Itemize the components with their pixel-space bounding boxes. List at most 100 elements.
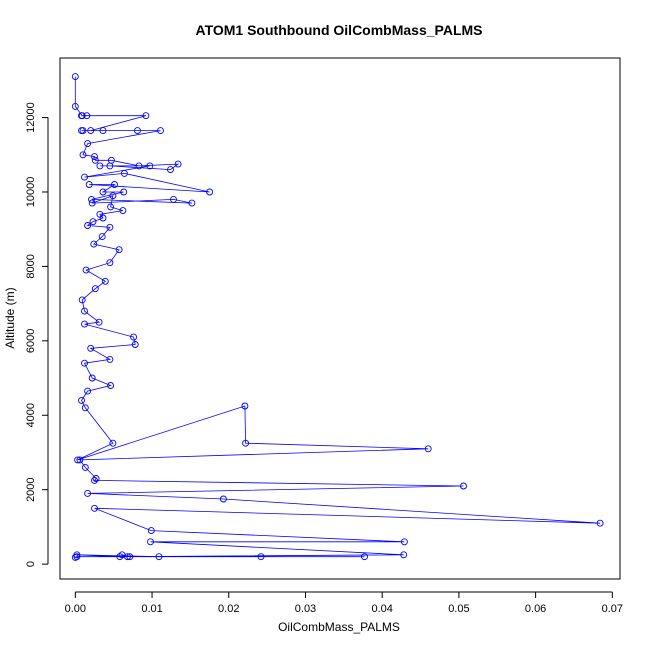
data-point <box>142 112 150 120</box>
data-point <box>84 489 92 497</box>
data-point <box>111 181 118 188</box>
y-tick-label: 8000 <box>25 254 37 278</box>
data-point <box>596 519 604 527</box>
data-point <box>78 127 85 135</box>
y-tick-label: 12000 <box>25 102 37 133</box>
data-point <box>116 553 124 561</box>
data-point <box>89 218 97 226</box>
x-tick-label: 0.01 <box>141 603 162 615</box>
data-point <box>71 553 79 561</box>
data-point <box>96 162 104 170</box>
x-tick-label: 0.07 <box>602 603 623 615</box>
data-point <box>257 553 265 561</box>
data-point <box>146 162 154 170</box>
x-tick-label: 0.06 <box>525 603 546 615</box>
data-point <box>174 160 182 168</box>
data-point <box>147 538 154 546</box>
data-point <box>155 553 163 561</box>
data-point <box>361 553 368 561</box>
data-point <box>118 551 126 559</box>
data-point <box>84 387 92 395</box>
data-point <box>90 240 98 248</box>
data-point <box>91 285 99 293</box>
plot-frame <box>59 57 621 580</box>
data-point <box>81 404 89 412</box>
x-tick-label: 0.00 <box>65 603 86 615</box>
data-point <box>88 195 95 203</box>
y-axis: 0 2000 4000 6000 8000 10000 12000 <box>25 102 49 567</box>
data-point <box>460 482 467 490</box>
data-point <box>84 140 92 148</box>
data-point <box>130 333 138 341</box>
data-point <box>88 374 96 382</box>
data-point <box>135 162 143 170</box>
x-tick-label: 0.04 <box>371 603 392 615</box>
data-point <box>95 318 103 326</box>
data-point <box>84 222 92 229</box>
y-axis-label: Altitude (m) <box>3 287 17 348</box>
data-series <box>71 73 604 561</box>
data-point <box>206 188 214 196</box>
data-point <box>242 439 250 447</box>
data-point <box>91 153 98 161</box>
x-axis: 0.00 0.01 0.02 0.03 0.04 0.05 0.06 0.07 <box>65 591 623 615</box>
data-point <box>98 233 106 241</box>
data-point <box>107 382 115 389</box>
data-point <box>78 396 85 404</box>
data-point <box>79 151 87 159</box>
data-point <box>81 359 88 367</box>
data-point <box>106 162 114 170</box>
y-tick-label: 4000 <box>25 403 37 427</box>
x-axis-label: OilCombMass_PALMS <box>278 620 400 634</box>
data-point <box>81 320 88 328</box>
data-point <box>81 173 88 181</box>
series-line <box>74 76 601 558</box>
data-point <box>81 463 89 471</box>
data-point <box>170 195 177 203</box>
data-point <box>92 475 100 482</box>
data-point <box>120 188 128 196</box>
data-point <box>106 259 114 267</box>
data-point <box>101 277 109 285</box>
data-point <box>76 456 84 464</box>
data-point <box>126 553 134 561</box>
data-point <box>74 456 82 464</box>
data-point <box>106 223 114 231</box>
y-tick-label: 10000 <box>25 177 37 208</box>
data-point <box>91 156 99 164</box>
x-tick-label: 0.03 <box>295 603 316 615</box>
data-point <box>99 214 107 222</box>
data-point <box>78 296 86 304</box>
y-tick-label: 6000 <box>25 329 37 353</box>
data-point <box>134 127 141 135</box>
data-point <box>241 402 249 410</box>
data-point <box>87 344 95 352</box>
data-point <box>131 341 139 348</box>
x-tick-label: 0.02 <box>218 603 239 615</box>
data-point <box>400 538 408 546</box>
data-point <box>107 203 115 211</box>
data-point <box>109 439 117 447</box>
data-point <box>109 192 117 200</box>
data-point <box>78 112 85 120</box>
data-point <box>99 127 107 135</box>
data-point <box>115 246 123 254</box>
data-point <box>99 188 107 196</box>
data-point <box>119 207 127 215</box>
data-point <box>147 527 155 535</box>
data-point <box>167 166 174 174</box>
data-point <box>424 445 432 453</box>
data-point <box>120 169 128 177</box>
data-point <box>219 495 227 503</box>
data-point <box>71 102 79 110</box>
y-tick-label: 0 <box>25 561 37 567</box>
data-point <box>157 127 164 135</box>
data-point <box>91 504 98 512</box>
data-point <box>83 112 91 120</box>
data-point <box>188 199 196 207</box>
data-point <box>81 307 88 315</box>
y-tick-label: 2000 <box>25 477 37 501</box>
x-tick-label: 0.05 <box>448 603 469 615</box>
data-point <box>91 476 98 484</box>
